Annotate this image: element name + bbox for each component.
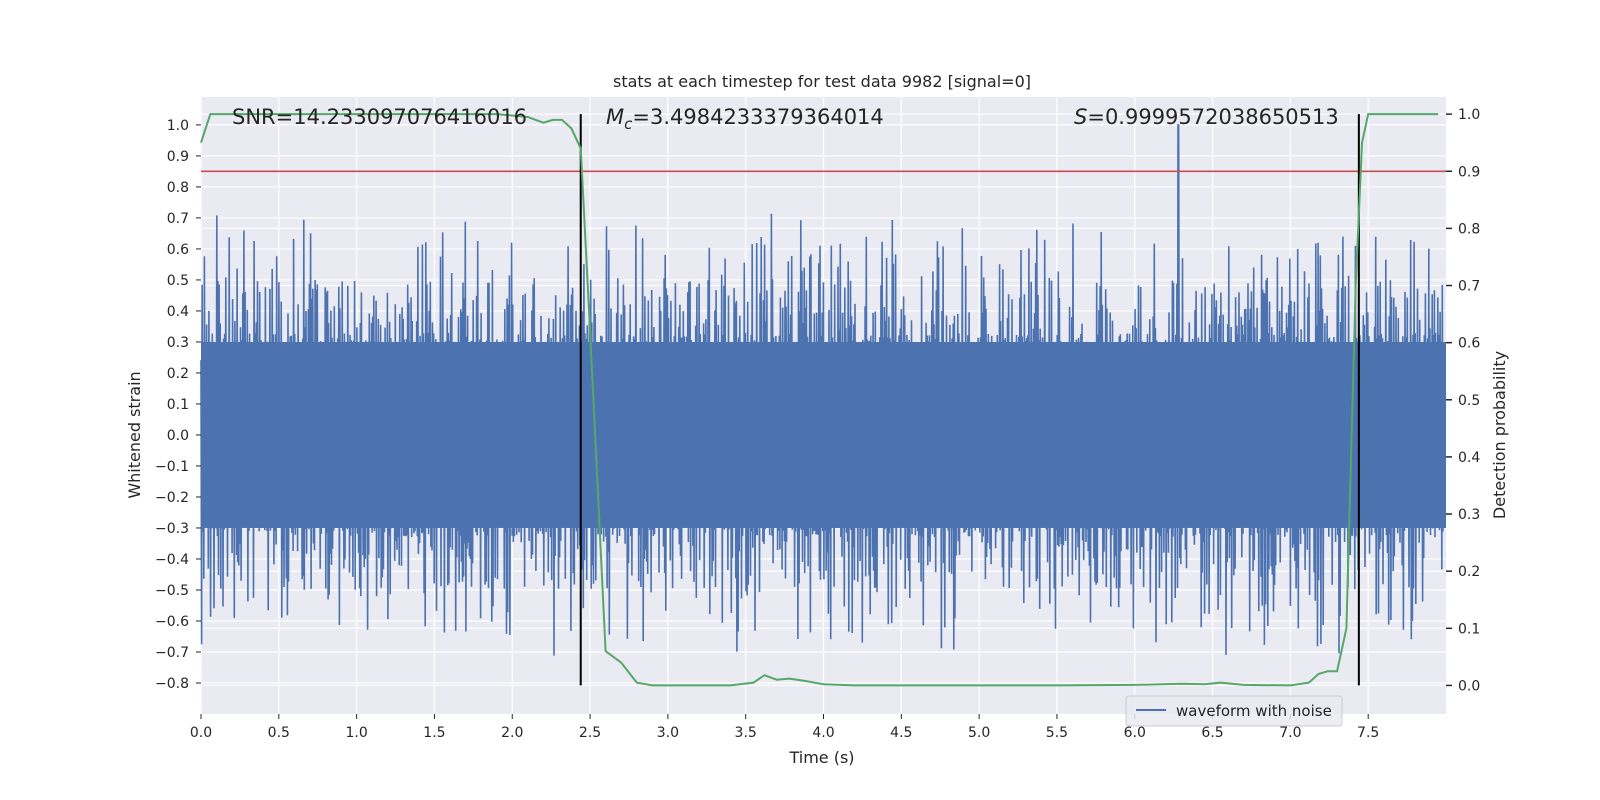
- x-tick-label: 3.5: [735, 725, 757, 741]
- legend-box: [1125, 695, 1343, 727]
- y-left-tick-label: −0.1: [155, 459, 189, 475]
- y-right-tick-label: 0.9: [1458, 164, 1480, 180]
- y-left-tick-label: 0.0: [167, 428, 189, 444]
- x-tick-label: 7.5: [1357, 725, 1379, 741]
- y-axis-right: 0.0 0.1 0.2 0.3 0.4 0.5 0.6 0.7 0.8 0.9 1.0: [1446, 107, 1480, 694]
- probability-series: [200, 113, 1439, 687]
- y-right-tick-label: 0.8: [1458, 221, 1480, 237]
- y-left-tick-label: 0.7: [167, 211, 189, 227]
- x-tick-label: 7.0: [1279, 725, 1301, 741]
- y-right-tick-label: 0.0: [1458, 678, 1480, 694]
- x-tick-label: 1.5: [423, 725, 445, 741]
- y-left-tick-label: −0.5: [155, 583, 189, 599]
- y-right-tick-label: 1.0: [1458, 107, 1480, 123]
- s-value: =0.9999572038650513: [1087, 105, 1338, 129]
- y-left-tick-label: 0.4: [167, 304, 189, 320]
- y-left-tick-label: −0.7: [155, 645, 189, 661]
- y-left-tick-label: 0.5: [167, 273, 189, 289]
- y-left-tick-label: 0.8: [167, 180, 189, 196]
- y-axis-left-label: Whitened strain: [125, 371, 144, 498]
- x-tick-label: 3.0: [657, 725, 679, 741]
- y-left-tick-label: −0.3: [155, 521, 189, 537]
- y-right-tick-label: 0.1: [1458, 621, 1480, 637]
- s-annotation: S=0.9999572038650513: [1074, 105, 1339, 129]
- x-axis: 0.0 0.5 1.0 1.5 2.0 2.5 3.0 3.5 4.0 4.5 5.0 5.5 6.0 6…: [190, 714, 1379, 741]
- legend-entry: waveform with noise: [1176, 702, 1332, 720]
- y-right-tick-label: 0.5: [1458, 393, 1480, 409]
- y-left-tick-label: −0.6: [155, 614, 189, 630]
- y-axis-right-label: Detection probability: [1490, 351, 1509, 519]
- y-left-tick-label: −0.4: [155, 552, 189, 568]
- probability-line: [200, 113, 1439, 687]
- waveform-series: [200, 124, 1446, 656]
- x-tick-label: 5.0: [968, 725, 990, 741]
- y-right-tick-label: 0.7: [1458, 279, 1480, 295]
- legend: waveform with noise: [1125, 695, 1343, 727]
- snr-annotation: SNR=14.233097076416016: [232, 105, 527, 129]
- x-tick-label: 1.0: [345, 725, 367, 741]
- y-left-tick-label: −0.2: [155, 490, 189, 506]
- mc-subscript: c: [624, 115, 633, 133]
- chart-title: stats at each timestep for test data 998…: [613, 72, 1031, 91]
- waveform-core-band: [201, 341, 1446, 528]
- x-tick-label: 6.0: [1124, 725, 1146, 741]
- y-right-tick-label: 0.3: [1458, 507, 1480, 523]
- y-axis-left: −0.8 −0.7 −0.6 −0.5 −0.4 −0.3 −0.2 −0.1 0.0 0.1 0.…: [155, 118, 201, 692]
- s-symbol: S: [1074, 105, 1087, 129]
- x-tick-label: 2.5: [579, 725, 601, 741]
- mc-annotation: Mc=3.4984233379364014: [606, 105, 884, 133]
- y-left-tick-label: 0.2: [167, 366, 189, 382]
- y-right-tick-label: 0.2: [1458, 564, 1480, 580]
- y-right-tick-label: 0.4: [1458, 450, 1480, 466]
- y-left-tick-label: 1.0: [167, 118, 189, 134]
- x-tick-label: 2.0: [501, 725, 523, 741]
- x-tick-label: 5.5: [1046, 725, 1068, 741]
- y-left-tick-label: 0.1: [167, 397, 189, 413]
- y-right-tick-label: 0.6: [1458, 336, 1480, 352]
- y-left-tick-label: 0.6: [167, 242, 189, 258]
- x-tick-label: 4.5: [890, 725, 912, 741]
- x-axis-label: Time (s): [788, 748, 854, 767]
- y-left-tick-label: −0.8: [155, 676, 189, 692]
- y-left-tick-label: 0.3: [167, 335, 189, 351]
- x-tick-label: 0.5: [268, 725, 290, 741]
- x-tick-label: 4.0: [812, 725, 834, 741]
- mc-symbol: M: [606, 105, 624, 129]
- mc-value: =3.4984233379364014: [632, 105, 883, 129]
- y-left-tick-label: 0.9: [167, 149, 189, 165]
- x-tick-label: 0.0: [190, 725, 212, 741]
- x-tick-label: 6.5: [1201, 725, 1223, 741]
